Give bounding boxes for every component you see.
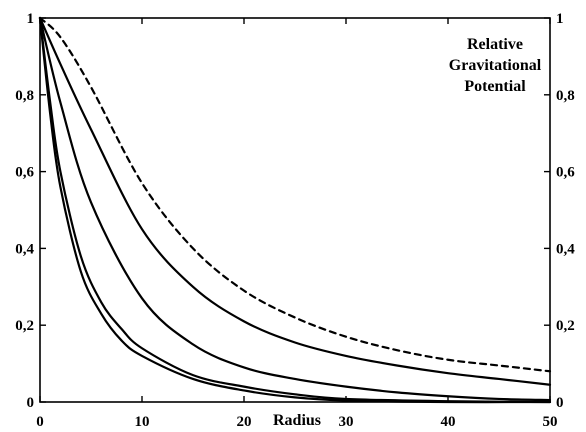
series-line-5 (38, 16, 552, 404)
x-tick-label: 30 (339, 414, 354, 430)
y-tick-label-left: 0,4 (15, 241, 34, 257)
annotation-line-3: Potential (464, 78, 526, 95)
curves (38, 16, 552, 404)
y-tick-label-right: 1 (556, 11, 564, 27)
y-tick-label-left: 1 (27, 11, 35, 27)
x-tick-label: 40 (441, 414, 456, 430)
ticks (39, 17, 551, 403)
annotation-line-1: Relative (467, 36, 523, 53)
tick-labels: 0 10 20 30 40 500 00,2 0,20,4 0,40,6 0,60,8 0,81 1 (15, 11, 575, 430)
series-line-2 (38, 16, 552, 386)
y-tick-label-left: 0,8 (15, 88, 34, 104)
y-tick-label-right: 0 (556, 395, 564, 411)
y-tick-label-right: 0,2 (556, 318, 575, 334)
x-tick-label: 20 (237, 414, 252, 430)
y-tick-label-right: 0,6 (556, 165, 575, 181)
y-tick-label-left: 0,2 (15, 318, 34, 334)
x-tick-label: 0 (36, 414, 44, 430)
y-tick-label-left: 0 (27, 395, 35, 411)
y-tick-label-right: 0,4 (556, 241, 575, 257)
annotation-line-2: Gravitational (449, 57, 542, 74)
x-tick-label: 10 (135, 414, 150, 430)
series-line-1 (38, 16, 552, 373)
y-tick-label-right: 0,8 (556, 88, 575, 104)
plot-frame (39, 17, 551, 403)
x-tick-label: 50 (543, 414, 558, 430)
y-tick-label-left: 0,6 (15, 165, 34, 181)
series-line-3 (38, 16, 552, 402)
x-axis-label: Radius (273, 412, 321, 429)
series-line-4 (38, 16, 552, 404)
